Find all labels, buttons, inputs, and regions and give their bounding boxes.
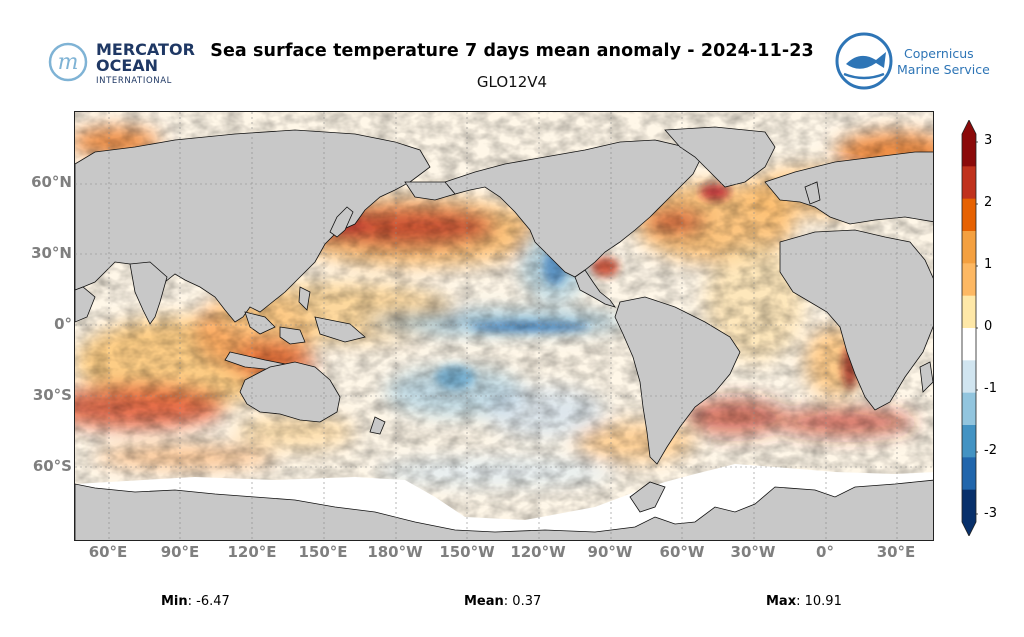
lon-label-120w: 120°W bbox=[510, 543, 566, 561]
colorbar-max-arrow bbox=[962, 120, 976, 134]
lon-label-60w: 60°W bbox=[659, 543, 705, 561]
lon-label-150w: 150°W bbox=[439, 543, 495, 561]
colorbar-segment bbox=[962, 360, 976, 394]
sst-anomaly-map bbox=[74, 111, 934, 541]
lon-label-150e: 150°E bbox=[298, 543, 348, 561]
svg-text:MERCATOR: MERCATOR bbox=[96, 40, 195, 59]
land-masses bbox=[75, 126, 933, 540]
svg-text:Marine Service: Marine Service bbox=[897, 62, 990, 77]
colorbar-segment bbox=[962, 328, 976, 361]
gridlines bbox=[75, 112, 933, 540]
map-subtitle: GLO12V4 bbox=[476, 73, 548, 91]
map-title: Sea surface temperature 7 days mean anom… bbox=[210, 41, 814, 61]
colorbar-segment bbox=[962, 457, 976, 491]
lon-label-120e: 120°E bbox=[227, 543, 277, 561]
colorbar-segment bbox=[962, 295, 976, 329]
lat-label-0: 0° bbox=[54, 315, 72, 333]
lon-label-30w: 30°W bbox=[730, 543, 776, 561]
mercator-ocean-logo: m MERCATOR OCEAN INTERNATIONAL bbox=[48, 38, 198, 88]
stat-mean: Mean: 0.37 bbox=[464, 594, 542, 609]
colorbar-segment bbox=[962, 134, 976, 167]
colorbar-tick-neg1: -1 bbox=[984, 381, 997, 396]
colorbar-segment bbox=[962, 166, 976, 200]
lat-label-30s: 30°S bbox=[32, 386, 72, 404]
colorbar-tick-2: 2 bbox=[984, 195, 993, 210]
stat-min: Min: -6.47 bbox=[161, 594, 230, 609]
lon-label-90e: 90°E bbox=[160, 543, 200, 561]
stat-max: Max: 10.91 bbox=[766, 594, 842, 609]
colorbar-segment bbox=[962, 425, 976, 458]
copernicus-marine-logo: Copernicus Marine Service bbox=[832, 30, 1002, 92]
lon-label-30e: 30°E bbox=[876, 543, 916, 561]
lon-label-90w: 90°W bbox=[587, 543, 633, 561]
svg-text:m: m bbox=[58, 50, 79, 75]
colorbar-tick-3: 3 bbox=[984, 133, 993, 148]
colorbar-outline bbox=[961, 119, 977, 537]
lon-label-0: 0° bbox=[816, 543, 834, 561]
lat-label-30n: 30°N bbox=[31, 244, 72, 262]
colorbar-segment bbox=[962, 231, 976, 264]
fish-icon bbox=[846, 52, 886, 69]
colorbar-tick-1: 1 bbox=[984, 257, 993, 272]
colorbar-segment bbox=[962, 392, 976, 426]
svg-text:INTERNATIONAL: INTERNATIONAL bbox=[96, 76, 172, 86]
lat-label-60s: 60°S bbox=[32, 457, 72, 475]
lon-label-180w: 180°W bbox=[367, 543, 423, 561]
colorbar-tick-neg2: -2 bbox=[984, 443, 997, 458]
colorbar-segment bbox=[962, 198, 976, 232]
colorbar-tick-neg3: -3 bbox=[984, 506, 997, 521]
colorbar-segment bbox=[962, 489, 976, 523]
svg-text:Copernicus: Copernicus bbox=[904, 46, 974, 61]
svg-text:OCEAN: OCEAN bbox=[96, 56, 158, 75]
lon-label-60e: 60°E bbox=[88, 543, 128, 561]
lat-label-60n: 60°N bbox=[31, 173, 72, 191]
colorbar bbox=[960, 119, 978, 537]
colorbar-tick-0: 0 bbox=[984, 319, 993, 334]
colorbar-segment bbox=[962, 263, 976, 297]
colorbar-min-arrow bbox=[962, 522, 976, 536]
